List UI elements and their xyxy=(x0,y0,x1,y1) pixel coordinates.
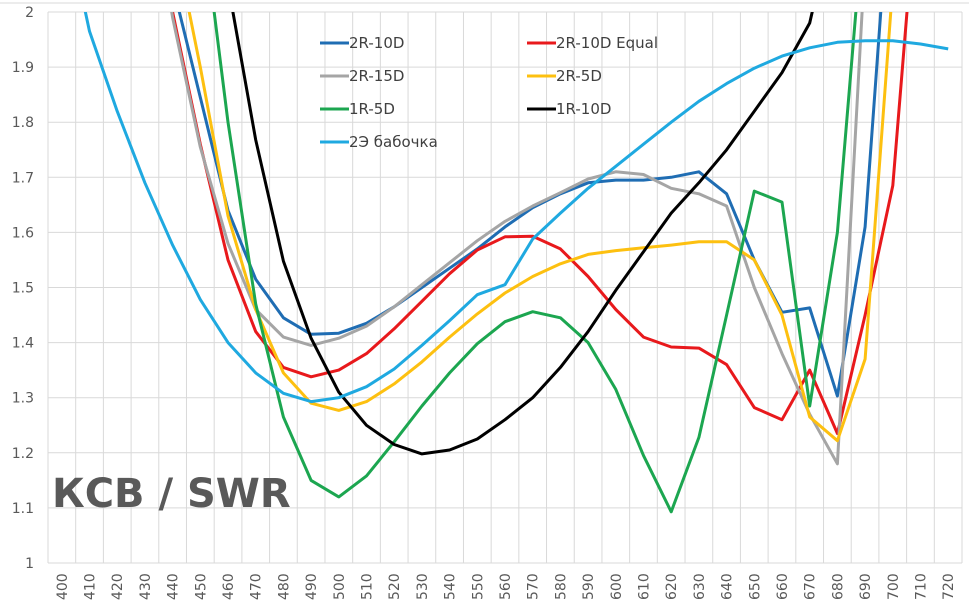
series-line-6 xyxy=(231,12,814,456)
x-tick-label: 470 xyxy=(249,573,265,600)
legend-item: 2R-15D xyxy=(320,67,404,85)
x-tick-label: 490 xyxy=(304,573,320,600)
chart-annotation: КСВ / SWR xyxy=(52,471,291,517)
series-line-5 xyxy=(212,12,858,514)
legend-item: 1R-10D xyxy=(527,100,611,118)
legend-item: 2Э бабочка xyxy=(320,133,438,151)
x-tick-label: 480 xyxy=(276,573,292,600)
x-tick-label: 660 xyxy=(775,573,791,600)
x-tick-label: 400 xyxy=(55,573,71,600)
x-tick-label: 540 xyxy=(443,573,459,600)
y-tick-label: 1.6 xyxy=(12,225,34,241)
x-tick-label: 640 xyxy=(720,573,736,600)
y-axis: 1 1.1 1.2 1.3 1.4 1.5 1.6 1.7 1.8 1.9 2 xyxy=(12,5,34,572)
series-line-7 xyxy=(83,12,949,404)
x-tick-label: 430 xyxy=(138,573,154,600)
y-tick-label: 2 xyxy=(25,5,34,21)
legend-label: 2R-5D xyxy=(556,67,602,85)
x-tick-label: 690 xyxy=(858,573,874,600)
legend-item: 2R-10D Equal xyxy=(527,34,658,52)
x-axis: 400 410 420 430 440 450 460 470 480 490 500 510 520 5… xyxy=(55,573,957,600)
legend-item: 2R-10D xyxy=(320,34,404,52)
x-tick-label: 590 xyxy=(581,573,597,600)
y-tick-label: 1.9 xyxy=(12,60,34,76)
legend-label: 1R-10D xyxy=(556,100,611,118)
series-line-3 xyxy=(170,12,864,466)
legend-label: 2Э бабочка xyxy=(349,133,438,151)
x-tick-label: 420 xyxy=(110,573,126,600)
x-tick-label: 580 xyxy=(553,573,569,600)
series-lines xyxy=(83,12,949,514)
legend-label: 1R-5D xyxy=(349,100,395,118)
y-tick-label: 1.7 xyxy=(12,170,34,186)
x-tick-label: 460 xyxy=(221,573,237,600)
legend-item: 2R-5D xyxy=(527,67,602,85)
series-line-4 xyxy=(187,12,893,443)
y-tick-label: 1.3 xyxy=(12,391,34,407)
legend-label: 2R-10D Equal xyxy=(556,34,658,52)
x-tick-label: 700 xyxy=(886,573,902,600)
x-tick-label: 550 xyxy=(470,573,486,600)
x-tick-label: 570 xyxy=(526,573,542,600)
x-tick-label: 560 xyxy=(498,573,514,600)
x-tick-label: 510 xyxy=(360,573,376,600)
x-tick-label: 500 xyxy=(332,573,348,600)
x-tick-label: 520 xyxy=(387,573,403,600)
y-tick-label: 1.1 xyxy=(12,501,34,517)
y-tick-label: 1.2 xyxy=(12,446,34,462)
legend-item: 1R-5D xyxy=(320,100,395,118)
y-tick-label: 1.8 xyxy=(12,115,34,131)
legend-label: 2R-10D xyxy=(349,34,404,52)
legend-label: 2R-15D xyxy=(349,67,404,85)
x-tick-label: 720 xyxy=(941,573,957,600)
y-tick-label: 1.5 xyxy=(12,281,34,297)
x-tick-label: 530 xyxy=(415,573,431,600)
x-tick-label: 630 xyxy=(692,573,708,600)
x-tick-label: 610 xyxy=(636,573,652,600)
y-tick-label: 1 xyxy=(25,556,34,572)
x-tick-label: 450 xyxy=(193,573,209,600)
x-tick-label: 670 xyxy=(803,573,819,600)
x-tick-label: 650 xyxy=(747,573,763,600)
x-tick-label: 680 xyxy=(830,573,846,600)
x-tick-label: 710 xyxy=(913,573,929,600)
legend: 2R-10D 2R-10D Equal 2R-15D 2R-5D 1R-5D 1R-10D… xyxy=(320,34,658,151)
x-tick-label: 440 xyxy=(166,573,182,600)
x-tick-label: 620 xyxy=(664,573,680,600)
x-tick-label: 410 xyxy=(83,573,99,600)
x-tick-label: 600 xyxy=(609,573,625,600)
grid xyxy=(47,11,963,564)
y-tick-label: 1.4 xyxy=(12,336,34,352)
